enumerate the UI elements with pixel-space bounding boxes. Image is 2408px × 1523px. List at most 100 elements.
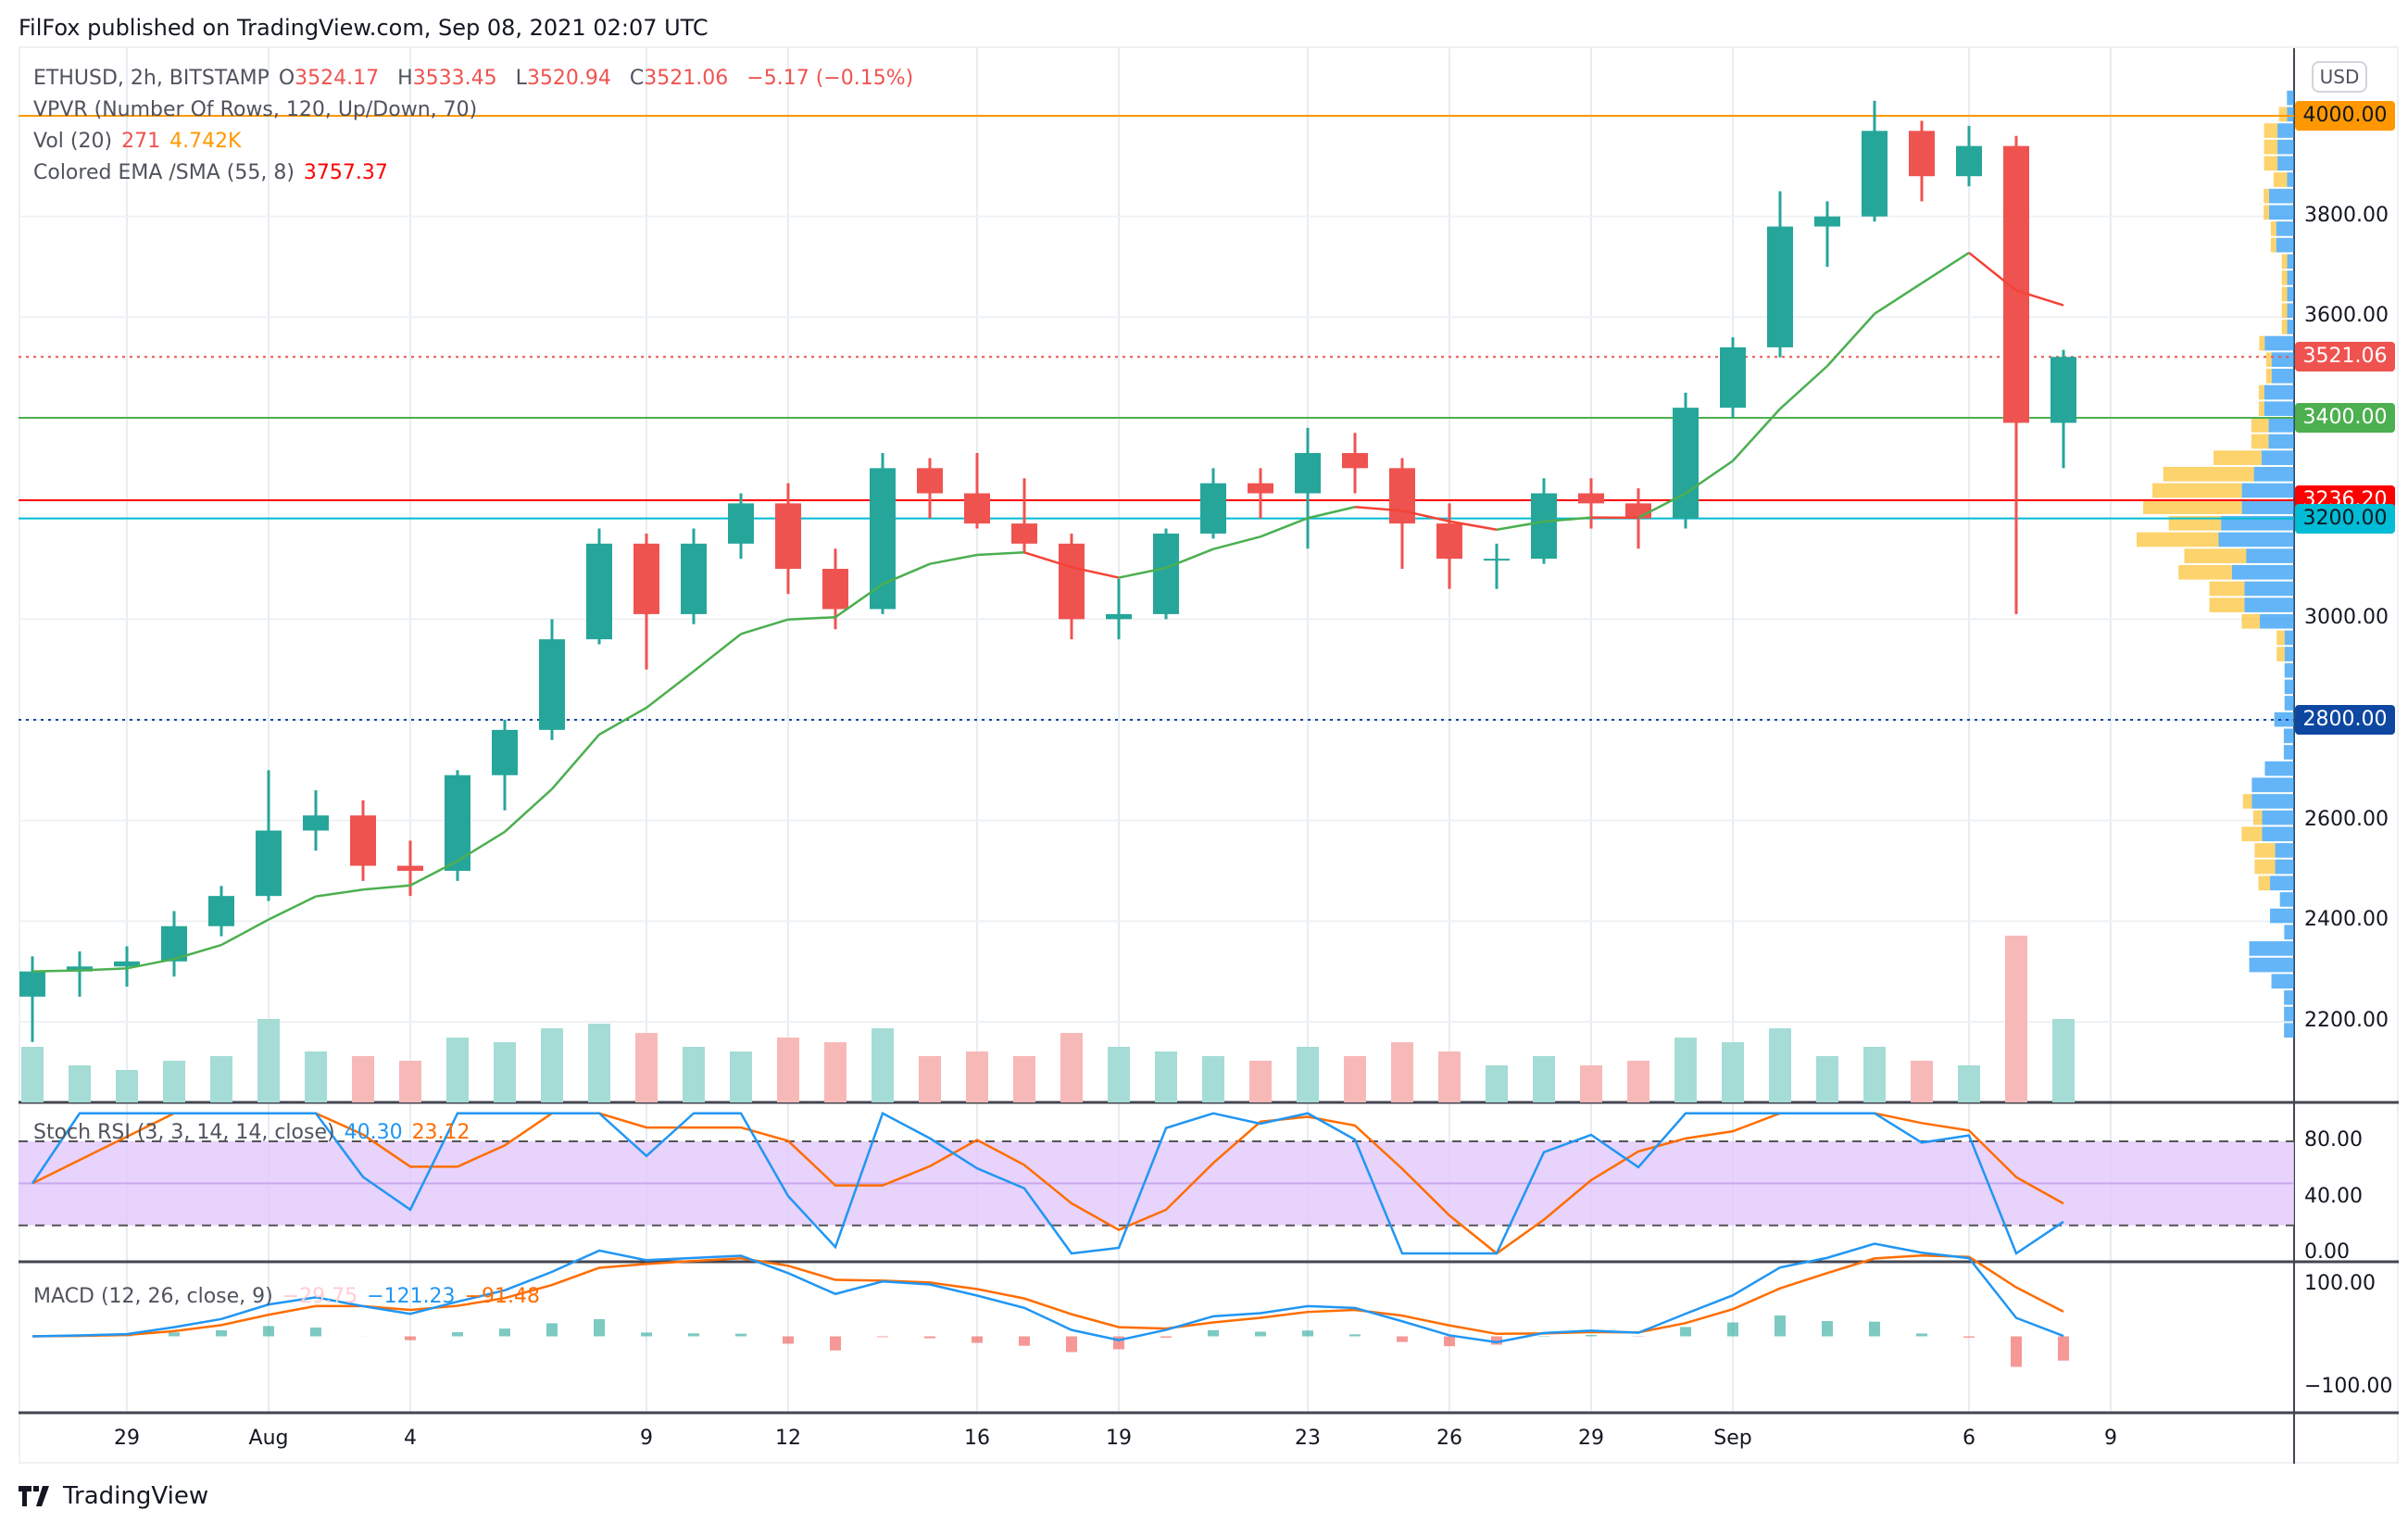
ema-value: 3757.37 [303, 161, 388, 184]
candle-body [1436, 523, 1462, 560]
vpvr-legend[interactable]: VPVR (Number Of Rows, 120, Up/Down, 70) [33, 98, 486, 121]
vpvr-up-bar [2284, 630, 2294, 646]
macd-hist-bar [1349, 1334, 1361, 1337]
candle-body [1248, 483, 1273, 494]
vpvr-up-bar [2284, 1006, 2294, 1022]
volume-bar [69, 1065, 91, 1102]
ema-legend[interactable]: Colored EMA /SMA (55, 8) 3757.37 [33, 161, 397, 184]
volume-ma-value: 4.742K [169, 130, 242, 153]
vpvr-down-bar [2281, 254, 2288, 270]
vpvr-down-bar [2264, 156, 2278, 171]
vpvr-up-bar [2284, 925, 2294, 940]
candle-body [256, 830, 282, 897]
candle-body [1531, 493, 1557, 560]
vpvr-down-bar [2241, 826, 2263, 842]
stoch-label: Stoch RSI (3, 3, 14, 14, close) [33, 1121, 335, 1144]
ema-segment [409, 860, 458, 887]
vpvr-up-bar [2283, 728, 2294, 744]
ema-segment [787, 615, 836, 621]
stoch-d-value: 23.12 [411, 1121, 470, 1144]
vpvr-down-bar [2281, 320, 2288, 334]
ema-segment [220, 918, 270, 947]
price-tick: 3800.00 [2304, 203, 2389, 227]
vpvr-up-bar [2264, 335, 2294, 351]
vpvr-up-bar [2287, 107, 2294, 122]
candle-body [1578, 493, 1604, 504]
ema-segment [1118, 566, 1167, 579]
vpvr-up-bar [2284, 679, 2294, 695]
vpvr-up-bar [2218, 532, 2294, 548]
ema-segment [1496, 520, 1545, 531]
macd-hist-bar [452, 1332, 463, 1337]
ema-segment [1826, 312, 1875, 367]
ema-segment [1023, 551, 1072, 569]
symbol-name[interactable]: ETHUSD, 2h, BITSTAMP [33, 67, 270, 90]
candle-body [1767, 226, 1793, 347]
volume-bar [1674, 1038, 1697, 1102]
macd-hist-bar [641, 1332, 652, 1337]
vpvr-up-bar [2284, 662, 2294, 678]
volume-bar [210, 1056, 232, 1102]
volume-bar [305, 1051, 327, 1102]
vpvr-down-bar [2254, 859, 2276, 875]
macd-hist-bar [924, 1336, 935, 1339]
macd-hist-bar [546, 1323, 558, 1337]
currency-button[interactable]: USD [2312, 61, 2367, 93]
vpvr-up-bar [2264, 401, 2294, 416]
macd-hist-bar [1680, 1327, 1691, 1337]
ema-segment [551, 734, 600, 790]
vpvr-up-bar [2244, 598, 2294, 612]
macd-hist-bar [405, 1336, 416, 1340]
candle-body [822, 569, 848, 610]
vpvr-up-bar [2251, 777, 2294, 793]
volume-label: Vol (20) [33, 130, 113, 153]
vpvr-up-bar [2260, 613, 2294, 629]
vpvr-up-bar [2244, 581, 2294, 597]
ema-segment [1685, 459, 1734, 495]
candle-body [775, 503, 801, 569]
ema-segment [693, 633, 742, 673]
publish-info: FilFox published on TradingView.com, Sep… [19, 15, 709, 41]
ema-segment [79, 967, 128, 972]
volume-bar [1816, 1056, 1838, 1102]
vpvr-up-bar [2262, 826, 2294, 842]
volume-bar [1769, 1028, 1791, 1102]
macd-hist-bar [1208, 1329, 1219, 1337]
price-level-label: 3400.00 [2295, 403, 2395, 433]
macd-legend[interactable]: MACD (12, 26, close, 9) −29.75 −121.23 −91.… [33, 1285, 549, 1308]
stoch-legend[interactable]: Stoch RSI (3, 3, 14, 14, close) 40.30 23.1… [33, 1121, 480, 1144]
time-tick: 16 [964, 1427, 990, 1450]
macd-hist-bar [1491, 1336, 1502, 1345]
price-level-label: 3200.00 [2295, 503, 2395, 534]
candle-body [1720, 346, 1746, 409]
high-value: 3533.45 [412, 67, 497, 90]
macd-hist-bar [1586, 1335, 1597, 1337]
volume-bar [1438, 1051, 1461, 1102]
volume-bar [2005, 936, 2027, 1102]
ema-segment [740, 618, 789, 636]
time-tick: 23 [1295, 1427, 1321, 1450]
ema-segment [504, 787, 553, 833]
volume-legend[interactable]: Vol (20) 271 4.742K [33, 130, 251, 153]
candle-body [19, 971, 45, 997]
tradingview-logo[interactable]: TradingView [19, 1482, 208, 1510]
vpvr-up-bar [2271, 352, 2294, 368]
ema-segment [126, 957, 175, 970]
candle-body [1484, 559, 1510, 561]
candle-body [633, 543, 659, 614]
candle-body [492, 729, 518, 775]
candle-body [1200, 483, 1226, 534]
vpvr-down-bar [2209, 598, 2245, 612]
volume-bar [1060, 1033, 1083, 1102]
ema-label: Colored EMA /SMA (55, 8) [33, 161, 295, 184]
ema-segment [598, 706, 647, 736]
macd-line-value: −121.23 [367, 1285, 456, 1308]
macd-hist-bar [263, 1326, 274, 1337]
ema-segment [1401, 510, 1450, 522]
candle-body [2051, 357, 2076, 423]
vpvr-up-bar [2275, 843, 2294, 858]
candle-body [1673, 408, 1699, 519]
volume-bar [730, 1051, 752, 1102]
volume-bar [1202, 1056, 1224, 1102]
